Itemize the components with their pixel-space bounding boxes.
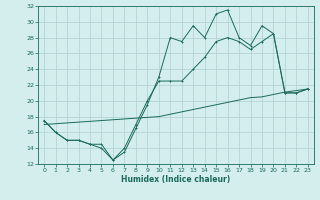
X-axis label: Humidex (Indice chaleur): Humidex (Indice chaleur) (121, 175, 231, 184)
